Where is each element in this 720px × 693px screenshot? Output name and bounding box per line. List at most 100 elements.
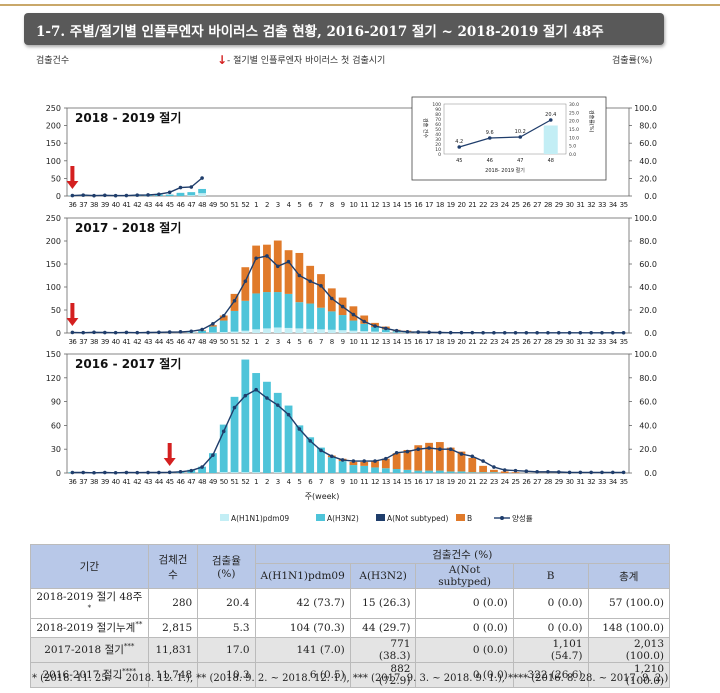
week-label: 2 [265, 338, 269, 346]
week-label: 7 [319, 338, 323, 346]
y-tick-label: 120 [46, 374, 61, 383]
week-label: 15 [403, 478, 411, 486]
rate-point [600, 330, 604, 335]
week-label: 1 [254, 478, 258, 486]
y-tick-label: 60 [51, 421, 61, 430]
rate-point [178, 330, 183, 334]
rate-point [502, 330, 507, 335]
week-label: 8 [330, 478, 334, 486]
week-label: 6 [308, 338, 313, 346]
week-label: 6 [308, 201, 313, 209]
rate-point [70, 193, 75, 198]
bar-b [263, 244, 271, 293]
week-label: 45 [166, 201, 174, 209]
week-label: 25 [512, 201, 520, 209]
rate-point [286, 259, 291, 264]
week-label: 33 [598, 201, 606, 209]
rate-point [448, 330, 453, 335]
legend-swatch [220, 514, 229, 521]
week-label: 16 [414, 338, 423, 346]
week-label: 32 [587, 338, 595, 346]
y2-tick-label: 80.0 [639, 237, 657, 246]
rate-point [535, 470, 539, 474]
y-axis-label: 검출건수 [36, 54, 69, 66]
bar-b [241, 267, 250, 301]
header-period: 기간 [30, 544, 149, 589]
rate-point [319, 448, 323, 453]
week-label: 25 [512, 338, 520, 346]
rate-point [211, 322, 215, 326]
bar-h3n2 [306, 437, 315, 473]
bar-h1n1 [241, 330, 250, 333]
week-label: 37 [79, 201, 87, 209]
rate-point [621, 470, 626, 475]
bar-h3n2 [198, 466, 206, 473]
week-label: 33 [598, 338, 606, 346]
y2-tick-label: 40.0 [639, 157, 657, 166]
week-label: 14 [393, 338, 402, 346]
table-row: 2016-2017 절기**** 11,748 10.3 6 (0.5) 882 (72… [30, 661, 670, 688]
week-label: 14 [393, 478, 402, 486]
bar-h3n2 [165, 194, 174, 196]
inset-bar [543, 125, 558, 154]
rate-point [232, 405, 237, 410]
legend-swatch [316, 514, 325, 521]
inset-y-tick-label: 30 [435, 137, 441, 143]
week-label: 12 [371, 201, 379, 209]
rate-point [481, 330, 485, 335]
bar-b [425, 442, 433, 471]
rate-point [362, 319, 367, 324]
arrow-legend-label: - 절기별 인플루엔자 바이러스 첫 검출시기 [227, 54, 385, 66]
y2-axis-label: 검출률(%) [612, 54, 652, 66]
cell-h3n2: 15 (26.3) [349, 588, 417, 619]
rate-point [492, 465, 496, 469]
bar-b [381, 458, 390, 469]
bar-h3n2 [198, 188, 206, 194]
bar-h1n1 [230, 472, 239, 473]
rate-point [200, 176, 204, 180]
legend-swatch [376, 514, 385, 521]
inset-rate-point [487, 136, 492, 140]
rate-point [157, 470, 161, 475]
rate-point [81, 193, 86, 197]
week-label: 8 [330, 338, 334, 346]
header-h1n1: A(H1N1)pdm09 [254, 563, 351, 589]
week-label: 41 [122, 478, 130, 486]
rate-point [394, 328, 399, 333]
week-label: 28 [544, 478, 552, 486]
week-label: 26 [522, 478, 531, 486]
week-label: 47 [187, 338, 195, 346]
bar-b [349, 461, 358, 466]
cell-rate: 20.4 [197, 588, 256, 619]
rate-point [438, 330, 442, 335]
inset-y-tick-label: 50 [435, 127, 441, 133]
week-label: 37 [79, 478, 87, 486]
header-total: 총계 [587, 563, 670, 589]
rate-point [297, 427, 302, 431]
week-label: 24 [501, 338, 510, 346]
bar-h3n2 [327, 311, 336, 330]
week-label: 29 [555, 338, 563, 346]
week-label: 3 [276, 201, 280, 209]
week-label: 48 [198, 201, 206, 209]
y-tick-label: 30 [51, 445, 61, 454]
y2-tick-label: 40.0 [639, 283, 657, 292]
bar-h1n1 [284, 327, 293, 333]
header-rate: 검출율(%) [197, 544, 256, 589]
rate-point [524, 330, 529, 335]
y-tick-label: 100 [46, 283, 61, 292]
week-label: 34 [609, 201, 618, 209]
header-h3n2: A(H3N2) [349, 563, 417, 589]
inset-y-tick-label: 90 [435, 107, 441, 113]
rate-point [610, 470, 615, 475]
y-tick-label: 150 [46, 139, 61, 148]
bar-h3n2 [273, 392, 282, 473]
table-row: 2018-2019 절기 48주* 280 20.4 42 (73.7) 15 (26.… [30, 588, 670, 619]
bar-h1n1 [381, 332, 390, 333]
rate-point [103, 330, 107, 335]
cell-b: 1,101 (54.7) [512, 636, 589, 663]
inset-y2-tick-label: 20.0 [569, 119, 579, 125]
bar-h3n2 [295, 425, 304, 473]
bar-b [371, 461, 379, 468]
